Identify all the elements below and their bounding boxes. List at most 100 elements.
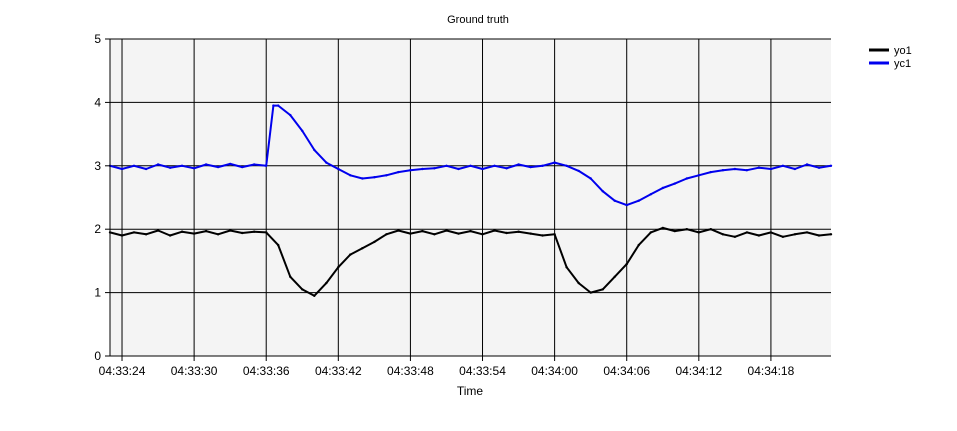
data-point-yc1 xyxy=(253,163,256,166)
data-point-yc1 xyxy=(361,177,364,180)
data-point-yc1 xyxy=(733,167,737,171)
data-point-yc1 xyxy=(793,167,797,171)
data-point-yc1 xyxy=(132,164,136,167)
data-point-yc1 xyxy=(180,164,184,167)
data-point-yc1 xyxy=(649,193,652,196)
data-point-yo1 xyxy=(781,235,785,238)
data-point-yc1 xyxy=(517,163,520,166)
data-point-yc1 xyxy=(817,166,821,169)
data-point-yc1 xyxy=(721,169,725,172)
data-point-yo1 xyxy=(204,229,208,233)
data-point-yc1 xyxy=(397,170,400,174)
data-point-yc1 xyxy=(325,161,328,164)
legend-label-yo1: yo1 xyxy=(894,45,912,57)
data-point-yc1 xyxy=(565,164,568,167)
data-point-yc1 xyxy=(757,166,761,169)
data-point-yo1 xyxy=(757,234,761,237)
data-point-yc1 xyxy=(697,174,700,177)
data-point-yc1 xyxy=(229,162,232,166)
data-point-yo1 xyxy=(481,233,484,236)
y-tick-labels: 0 1 2 3 4 5 xyxy=(94,32,101,363)
data-point-yo1 xyxy=(325,281,328,285)
series-lines xyxy=(108,104,833,297)
data-point-yo1 xyxy=(120,234,124,237)
x-tick-label: 04:33:42 xyxy=(315,364,362,378)
data-point-yo1 xyxy=(721,233,725,236)
data-point-yo1 xyxy=(180,230,184,233)
data-point-yo1 xyxy=(589,291,592,294)
data-point-yo1 xyxy=(421,229,424,233)
data-point-yo1 xyxy=(385,233,388,236)
y-tick-label: 0 xyxy=(94,349,101,363)
x-tick-label: 04:33:54 xyxy=(459,364,506,378)
data-point-yo1 xyxy=(601,288,604,291)
data-point-yc1 xyxy=(457,167,460,171)
y-tick-label: 2 xyxy=(94,222,101,236)
data-point-yo1 xyxy=(433,233,436,236)
data-point-yc1 xyxy=(781,164,785,167)
data-point-yo1 xyxy=(829,233,833,236)
data-point-yo1 xyxy=(493,229,496,232)
data-point-yo1 xyxy=(817,234,821,237)
data-point-yc1 xyxy=(349,174,352,177)
data-point-yo1 xyxy=(349,253,352,256)
data-point-yc1 xyxy=(445,164,448,167)
data-point-yo1 xyxy=(649,231,652,234)
data-point-yo1 xyxy=(277,243,280,247)
data-point-yo1 xyxy=(253,230,256,233)
data-point-yo1 xyxy=(469,229,472,233)
plot-area xyxy=(110,39,831,356)
data-point-yc1 xyxy=(272,104,275,107)
data-point-yc1 xyxy=(577,169,580,173)
data-point-yc1 xyxy=(120,167,124,171)
data-point-yc1 xyxy=(409,169,412,172)
data-point-yc1 xyxy=(373,176,376,179)
data-point-yo1 xyxy=(541,234,544,237)
data-point-yo1 xyxy=(577,281,580,285)
data-point-yo1 xyxy=(265,231,268,234)
data-point-yc1 xyxy=(277,104,280,107)
data-point-yo1 xyxy=(289,275,292,278)
data-point-yc1 xyxy=(192,167,196,170)
data-point-yc1 xyxy=(433,167,436,170)
data-point-yc1 xyxy=(805,163,809,166)
data-point-yo1 xyxy=(661,226,664,230)
data-point-yo1 xyxy=(192,232,196,235)
legend-label-yc1: yc1 xyxy=(894,58,911,70)
data-point-yc1 xyxy=(156,163,160,166)
axes xyxy=(105,38,831,361)
data-point-yo1 xyxy=(553,233,556,236)
data-point-yo1 xyxy=(793,233,797,236)
data-point-yc1 xyxy=(745,169,749,172)
data-point-yc1 xyxy=(168,166,172,169)
data-point-yo1 xyxy=(685,228,688,231)
data-point-yo1 xyxy=(745,231,749,234)
data-point-yc1 xyxy=(469,164,472,167)
data-point-yc1 xyxy=(289,113,292,117)
data-point-yo1 xyxy=(397,229,400,232)
data-point-yo1 xyxy=(529,232,532,235)
data-point-yo1 xyxy=(361,247,364,250)
x-tick-label: 04:33:24 xyxy=(99,364,146,378)
y-tick-label: 5 xyxy=(94,32,101,46)
y-tick-label: 1 xyxy=(94,286,101,300)
data-point-yo1 xyxy=(144,233,148,236)
data-point-yo1 xyxy=(132,231,136,234)
data-point-yc1 xyxy=(685,177,688,180)
data-point-yo1 xyxy=(613,275,616,278)
data-point-yo1 xyxy=(168,234,172,237)
x-tick-label: 04:33:36 xyxy=(243,364,290,378)
data-point-yc1 xyxy=(481,167,484,171)
data-point-yo1 xyxy=(373,240,376,244)
data-point-yo1 xyxy=(156,229,160,232)
data-point-yc1 xyxy=(673,182,676,185)
data-point-yc1 xyxy=(265,164,268,167)
data-point-yc1 xyxy=(829,164,833,167)
data-point-yc1 xyxy=(493,164,496,167)
data-point-yo1 xyxy=(313,294,316,297)
data-point-yc1 xyxy=(337,167,340,171)
data-point-yo1 xyxy=(216,233,220,236)
data-point-yc1 xyxy=(505,167,508,170)
